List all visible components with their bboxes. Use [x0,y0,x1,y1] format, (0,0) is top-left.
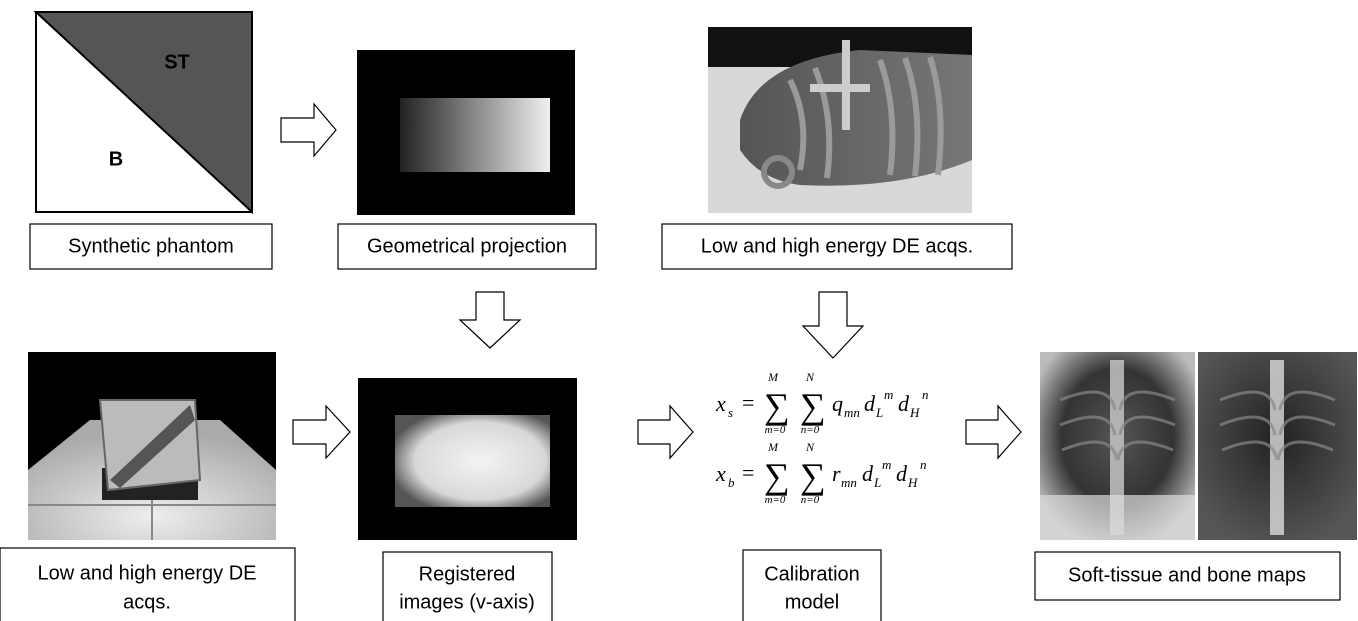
formula-text: = [742,390,754,415]
caption: Registered [419,563,516,585]
formula-text: x [715,461,726,486]
formula: x s = ∑ M m=0 ∑ N n=0 q mn d L m d H n [715,370,929,436]
formula-text: d [862,461,874,486]
formula-text: q [832,391,843,416]
phantom-image: ST B [36,12,252,212]
caption: Geometrical projection [367,235,567,257]
formula-text: N [805,440,815,454]
formula-text: ∑ [764,456,790,496]
arrow [966,406,1021,458]
formula-text: n [920,457,927,472]
caption: Calibration [764,563,860,585]
diagram: ST B Synthetic phantom Geometrical proje… [0,0,1358,621]
caption: Low and high energy DE acqs. [701,235,973,257]
arrow [281,104,336,156]
formula-text: d [898,391,910,416]
xray-maps [1040,352,1357,540]
formula-text: n [922,387,929,402]
formula-text: m=0 [765,424,786,436]
projection-image [357,50,575,215]
formula-text: ∑ [800,456,826,496]
caption: Soft-tissue and bone maps [1068,564,1306,586]
formula-text: M [767,370,779,384]
formula-text: d [864,391,876,416]
formula-text: m [884,387,893,402]
formula-text: s [728,405,733,420]
formula-text: ∑ [764,386,790,426]
caption: Synthetic phantom [68,235,234,257]
formula-text: mn [844,405,860,420]
formula-text: x [715,391,726,416]
formula: x b = ∑ M m=0 ∑ N n=0 r mn d L m d H n [715,440,927,506]
formula-text: H [907,475,918,490]
arrow [638,406,693,458]
phantom-label: B [109,148,123,170]
caption: acqs. [123,591,171,613]
formula-text: n=0 [801,494,820,506]
caption: model [785,591,839,613]
formula-text: ∑ [800,386,826,426]
formula-text: N [805,370,815,384]
phantom-label: ST [164,51,190,73]
formula-text: = [742,460,754,485]
formula-text: m [882,457,891,472]
formula-text: H [909,405,920,420]
formula-text: L [875,405,883,420]
caption: Low and high energy DE [37,562,256,584]
formula-text: n=0 [801,424,820,436]
formula-text: b [728,475,735,490]
formula-text: M [767,440,779,454]
arrow [460,292,520,348]
formula-text: d [896,461,908,486]
arrow [293,406,350,458]
formula-text: L [873,475,881,490]
formula-text: mn [841,475,857,490]
registered-image [358,378,577,540]
formula-text: r [832,461,841,486]
formula-text: m=0 [765,494,786,506]
caption: images (v-axis) [399,591,535,613]
arrow [803,292,863,358]
wedge-photo [28,352,276,540]
phantom-photo [708,27,972,213]
